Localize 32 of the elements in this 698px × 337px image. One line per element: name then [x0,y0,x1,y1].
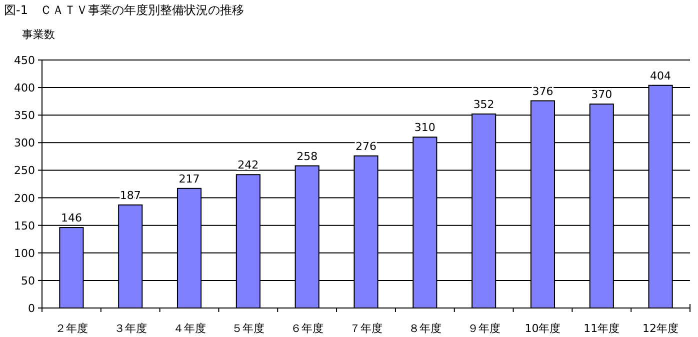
x-tick-label: ２年度 [54,322,88,335]
y-tick-label: 200 [14,192,35,205]
chart-title: 図-1 ＣＡＴＶ事業の年度別整備状況の推移 [4,3,244,17]
x-tick-label: ７年度 [350,322,382,335]
y-tick-label: 450 [14,54,35,67]
data-label: 310 [414,121,436,134]
x-tick-label: ９年度 [467,322,500,335]
y-tick-label: 300 [14,136,35,150]
data-label: 146 [60,212,82,225]
x-tick-label: ４年度 [172,322,206,335]
x-tick-label: 10年度 [524,322,561,335]
x-tick-label: 11年度 [584,322,620,335]
y-tick-label: 50 [21,274,35,288]
data-label: 258 [296,150,318,163]
x-tick-label: 12年度 [642,322,679,335]
data-label: 242 [238,158,259,172]
y-tick-label: 250 [14,164,35,178]
data-label: 370 [591,88,612,102]
data-label: 217 [178,172,200,186]
y-axis-title: 事業数 [22,28,55,41]
y-tick-label: 400 [14,82,35,95]
y-tick-label: 150 [14,219,35,232]
data-label: 404 [650,69,672,82]
data-label: 276 [356,140,376,153]
y-tick-label: 0 [28,302,35,315]
x-tick-label: ３年度 [114,322,147,335]
y-tick-label: 350 [14,109,35,122]
x-tick-label: ８年度 [408,322,442,335]
data-label: 352 [473,98,494,112]
y-tick-label: 100 [14,246,35,260]
x-tick-label: ６年度 [290,322,324,335]
x-tick-label: ５年度 [232,322,265,335]
